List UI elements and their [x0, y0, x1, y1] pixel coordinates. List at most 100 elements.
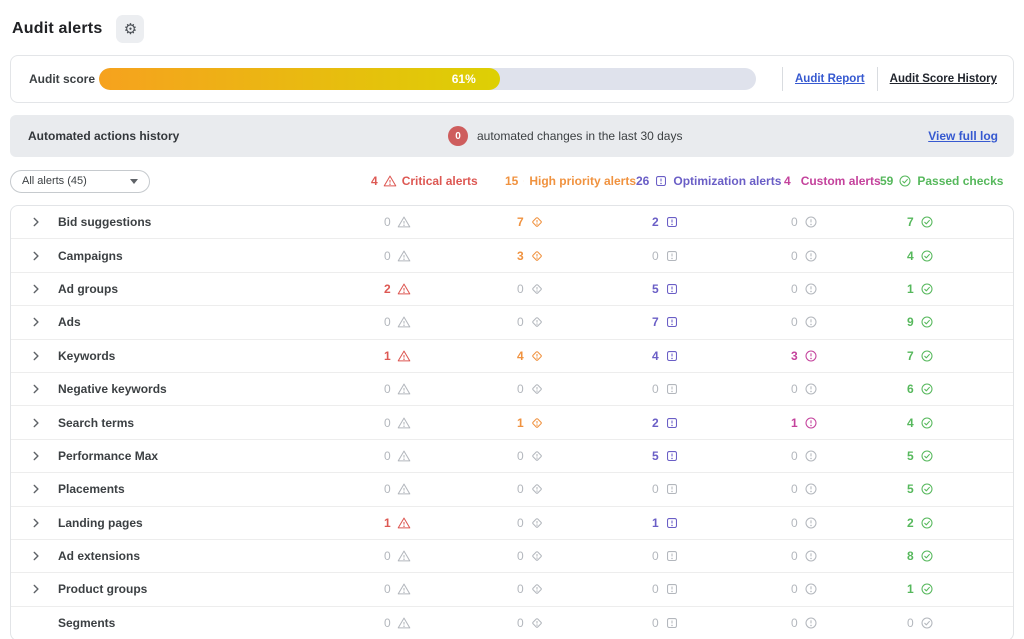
row-keywords[interactable]: Keywords	[11, 349, 372, 363]
column-label: Custom alerts	[800, 174, 881, 188]
circle-exclamation-icon	[804, 416, 818, 430]
optimization-count: 5	[652, 448, 659, 463]
critical-count: 2	[384, 281, 391, 296]
circle-check-icon	[920, 449, 934, 463]
chevron-right-icon[interactable]	[29, 516, 43, 530]
row-performance-max[interactable]: Performance Max	[11, 449, 372, 463]
critical-count: 0	[384, 616, 391, 631]
passed-value-cell: 1	[881, 282, 1013, 296]
chevron-right-icon[interactable]	[29, 249, 43, 263]
column-header-optimization: 26 Optimization alerts	[636, 174, 784, 188]
row-ad-groups[interactable]: Ad groups	[11, 282, 372, 296]
table-row: Keywords 1 4 4 3 7	[11, 340, 1013, 373]
passed-count: 2	[907, 515, 914, 530]
high-count: 0	[517, 382, 524, 397]
row-landing-pages[interactable]: Landing pages	[11, 516, 372, 530]
diamond-exclamation-icon	[523, 174, 525, 188]
row-placements[interactable]: Placements	[11, 482, 372, 496]
high-value-cell: 0	[506, 315, 637, 329]
critical-count: 0	[384, 215, 391, 230]
high-value-cell: 0	[506, 449, 637, 463]
critical-value-cell: 0	[372, 582, 506, 596]
chevron-right-icon[interactable]	[29, 382, 43, 396]
view-full-log-link[interactable]: View full log	[928, 129, 998, 143]
table-row: Ad groups 2 0 5 0 1	[11, 273, 1013, 307]
chevron-right-icon[interactable]	[29, 315, 43, 329]
optimization-value-cell: 0	[637, 582, 785, 596]
chevron-right-icon[interactable]	[29, 449, 43, 463]
audit-score-label: Audit score	[29, 72, 96, 86]
passed-count: 7	[907, 348, 914, 363]
column-header-high: 15 High priority alerts	[505, 174, 636, 188]
critical-count: 1	[384, 515, 391, 530]
settings-button[interactable]: ⚙	[116, 15, 145, 43]
critical-value-cell: 0	[372, 616, 506, 630]
critical-value-cell: 1	[372, 349, 506, 363]
custom-value-cell: 0	[785, 516, 881, 530]
audit-report-link[interactable]: Audit Report	[795, 73, 865, 85]
custom-count: 0	[791, 616, 798, 631]
optimization-count: 0	[652, 616, 659, 631]
diamond-exclamation-icon	[530, 349, 544, 363]
high-value-cell: 7	[506, 215, 637, 229]
passed-count: 9	[907, 315, 914, 330]
audit-score-progress-bar: 61%	[99, 68, 756, 90]
critical-count: 0	[384, 315, 391, 330]
audit-score-history-link[interactable]: Audit Score History	[889, 73, 997, 85]
optimization-count: 2	[652, 215, 659, 230]
row-ad-extensions[interactable]: Ad extensions	[11, 549, 372, 563]
circle-check-icon	[920, 215, 934, 229]
high-value-cell: 0	[506, 549, 637, 563]
automated-actions-bar: Automated actions history 0 automated ch…	[10, 115, 1014, 157]
column-count: 59	[880, 174, 894, 188]
square-exclamation-icon	[665, 382, 679, 396]
square-exclamation-icon	[665, 315, 679, 329]
chevron-right-icon[interactable]	[29, 282, 43, 296]
critical-value-cell: 0	[372, 215, 506, 229]
chevron-right-icon[interactable]	[29, 215, 43, 229]
chevron-right-icon[interactable]	[29, 416, 43, 430]
row-product-groups[interactable]: Product groups	[11, 582, 372, 596]
square-exclamation-icon	[665, 282, 679, 296]
critical-value-cell: 0	[372, 549, 506, 563]
optimization-value-cell: 7	[637, 315, 785, 329]
passed-count: 4	[907, 415, 914, 430]
chevron-right-icon[interactable]	[29, 349, 43, 363]
high-count: 0	[517, 515, 524, 530]
row-bid-suggestions[interactable]: Bid suggestions	[11, 215, 372, 229]
passed-value-cell: 5	[881, 482, 1013, 496]
row-label: Performance Max	[58, 448, 159, 463]
row-ads[interactable]: Ads	[11, 315, 372, 329]
gear-icon: ⚙	[123, 21, 138, 38]
optimization-count: 7	[652, 315, 659, 330]
passed-value-cell: 4	[881, 416, 1013, 430]
passed-count: 1	[907, 281, 914, 296]
audit-score-progress-fill: 61%	[99, 68, 500, 90]
row-search-terms[interactable]: Search terms	[11, 416, 372, 430]
critical-count: 0	[384, 382, 391, 397]
automated-changes-summary: 0 automated changes in the last 30 days	[448, 126, 682, 146]
high-count: 3	[517, 248, 524, 263]
square-exclamation-icon	[665, 416, 679, 430]
page-title: Audit alerts	[12, 20, 103, 37]
warning-triangle-icon	[397, 449, 411, 463]
chevron-right-icon[interactable]	[29, 582, 43, 596]
custom-value-cell: 3	[785, 349, 881, 363]
alerts-filter-dropdown[interactable]: All alerts (45)	[10, 169, 150, 193]
warning-triangle-icon	[397, 282, 411, 296]
row-campaigns[interactable]: Campaigns	[11, 249, 372, 263]
column-label: High priority alerts	[529, 174, 636, 188]
custom-count: 0	[791, 549, 798, 564]
chevron-right-icon[interactable]	[29, 549, 43, 563]
column-count: 4	[371, 174, 378, 188]
column-label: Critical alerts	[401, 174, 478, 188]
square-exclamation-icon	[665, 249, 679, 263]
custom-count: 0	[791, 248, 798, 263]
row-label: Landing pages	[58, 515, 143, 530]
square-exclamation-icon	[665, 549, 679, 563]
chevron-right-icon[interactable]	[29, 482, 43, 496]
circle-check-icon	[920, 482, 934, 496]
row-negative-keywords[interactable]: Negative keywords	[11, 382, 372, 396]
optimization-value-cell: 0	[637, 249, 785, 263]
